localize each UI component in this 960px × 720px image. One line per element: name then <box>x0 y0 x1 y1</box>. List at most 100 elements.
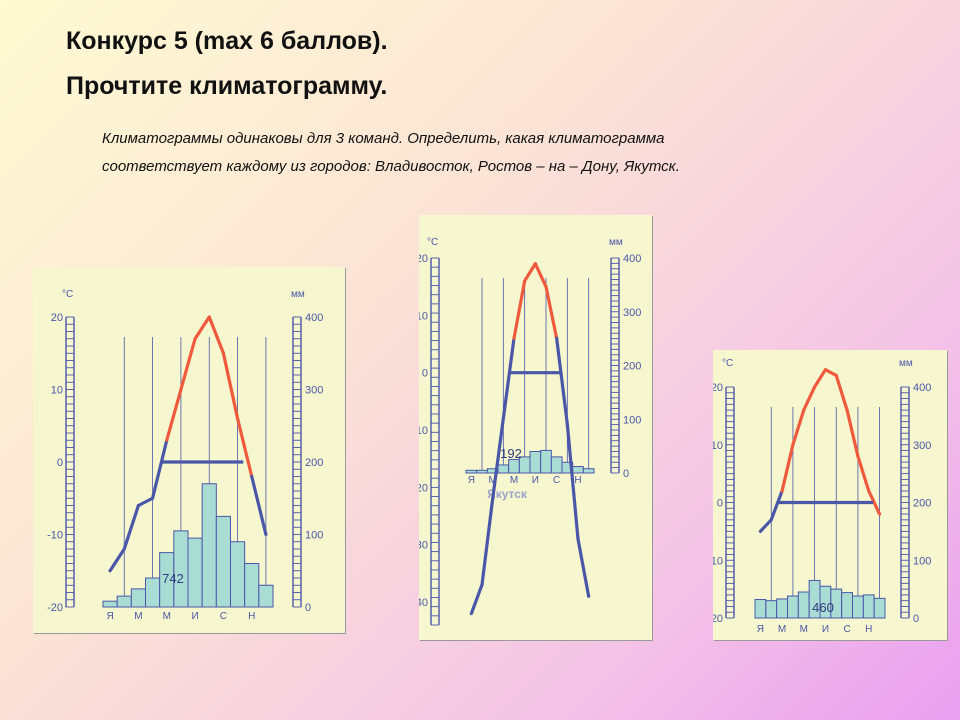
temp-tick-label: -20 <box>47 602 63 614</box>
temperature-segment <box>533 262 548 289</box>
precip-bar <box>173 530 189 608</box>
temperature-segment <box>136 496 155 508</box>
temperature-segment <box>856 454 871 493</box>
climatogram-1-panel: 20 10 0 -10 -20 400 300 200 100 0 °C мм 742 Я М М И С Н <box>33 267 345 633</box>
temperature-segment <box>501 336 516 421</box>
precip-tick-label: 0 <box>623 468 629 480</box>
contest-subtitle: Прочтите климатограмму. <box>66 72 388 100</box>
annual-precip-label: 192 <box>500 446 522 461</box>
temperature-segment <box>179 337 197 392</box>
precip-tick-label: 0 <box>305 602 311 614</box>
precip-unit-label: мм <box>899 358 913 369</box>
temp-tick-label: 20 <box>51 312 63 324</box>
precip-bar <box>529 451 542 474</box>
temperature-segment <box>867 489 882 516</box>
precip-bar <box>230 541 246 608</box>
precip-tick-label: 0 <box>913 613 919 625</box>
annual-precip-label: 460 <box>812 600 834 615</box>
temperature-segment <box>491 416 505 501</box>
temperature-segment <box>523 262 537 283</box>
precip-bar <box>102 600 118 608</box>
temperature-segment <box>802 385 817 412</box>
month-label: Н <box>865 624 872 635</box>
month-label: И <box>191 611 198 622</box>
temp-tick-label: -20 <box>419 482 428 494</box>
precip-bar <box>852 595 864 619</box>
month-label: Н <box>574 475 581 486</box>
temperature-segment <box>207 315 226 355</box>
precip-tick-label: 400 <box>623 253 641 265</box>
temp-tick-label: 0 <box>422 368 428 380</box>
precip-bar <box>201 483 217 608</box>
temp-tick-label: 20 <box>713 382 723 394</box>
precip-unit-label: мм <box>609 237 623 248</box>
precip-bar <box>187 537 203 608</box>
precip-bar <box>476 469 488 474</box>
precip-tick-label: 300 <box>623 307 641 319</box>
task-text-line1: Климатограммы одинаковы для 3 команд. Оп… <box>102 130 665 147</box>
precip-bar <box>550 456 563 474</box>
temp-tick-label: 20 <box>419 253 428 265</box>
month-label: М <box>134 611 142 622</box>
contest-title: Конкурс 5 (max 6 баллов). <box>66 27 388 55</box>
temperature-segment <box>845 408 860 458</box>
month-label: М <box>163 611 171 622</box>
month-label: М <box>800 624 808 635</box>
temperature-segment <box>150 438 169 500</box>
temperature-segment <box>758 518 773 533</box>
temperature-segment <box>512 279 527 340</box>
temp-tick-label: 0 <box>57 457 63 469</box>
precip-bar <box>145 577 161 608</box>
precip-tick-label: 300 <box>305 385 323 397</box>
temperature-segment <box>555 336 569 426</box>
temperature-segment <box>469 583 484 616</box>
precip-bar <box>130 588 147 608</box>
temperature-segment <box>576 537 591 598</box>
temp-unit-label: °C <box>722 358 733 369</box>
month-label: И <box>532 475 539 486</box>
precip-tick-label: 300 <box>913 440 931 452</box>
task-text-line2: соответствует каждому из городов: Владив… <box>102 158 680 175</box>
precip-tick-label: 200 <box>305 457 323 469</box>
month-label: Я <box>468 475 475 486</box>
precip-bar <box>465 469 478 474</box>
temp-tick-label: -10 <box>713 555 723 567</box>
climatogram-2-panel: 20100-10-20-30-404003002001000°Cмм192Яку… <box>419 215 652 640</box>
temperature-segment <box>250 474 268 537</box>
temperature-segment <box>812 368 828 389</box>
precip-unit-label: мм <box>291 289 305 300</box>
precip-tick-label: 100 <box>913 555 931 567</box>
precip-bar <box>776 598 789 619</box>
temp-tick-label: -10 <box>419 425 428 437</box>
temperature-segment <box>165 387 183 442</box>
temperature-segment <box>565 422 580 541</box>
precip-tick-label: 200 <box>913 498 931 510</box>
precip-bar <box>787 595 799 619</box>
month-label: С <box>553 475 560 486</box>
temperature-segment <box>193 315 211 341</box>
precip-bar <box>572 466 584 474</box>
precip-tick-label: 100 <box>305 530 323 542</box>
temp-unit-label: °C <box>427 237 438 248</box>
temp-unit-label: °C <box>62 289 73 300</box>
precip-tick-label: 100 <box>623 414 641 426</box>
month-label: М <box>778 624 786 635</box>
month-label: С <box>843 624 850 635</box>
precip-bar <box>582 468 595 474</box>
temp-tick-label: 0 <box>717 498 723 510</box>
precip-bar <box>244 563 260 608</box>
temp-tick-label: -40 <box>419 597 428 609</box>
month-label: И <box>822 624 829 635</box>
annual-precip-label: 742 <box>162 571 184 586</box>
precip-bar <box>508 459 520 474</box>
precip-tick-label: 400 <box>913 382 931 394</box>
precip-bar <box>540 449 552 474</box>
temperature-segment <box>235 416 254 479</box>
month-label: Я <box>757 624 764 635</box>
precip-bar <box>841 592 854 619</box>
precip-tick-label: 400 <box>305 312 323 324</box>
precip-tick-label: 200 <box>623 361 641 373</box>
temp-tick-label: -20 <box>713 613 723 625</box>
